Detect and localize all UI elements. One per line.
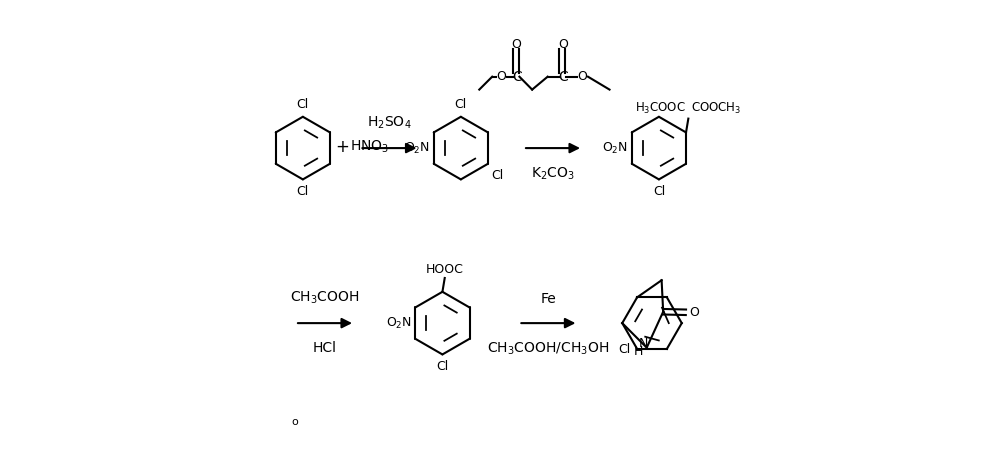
Text: HOOC: HOOC xyxy=(426,263,464,276)
Text: Cl: Cl xyxy=(455,98,467,111)
Text: Fe: Fe xyxy=(540,292,556,306)
Text: o: o xyxy=(292,417,298,427)
Text: O$_2$N: O$_2$N xyxy=(386,316,412,331)
Text: Cl: Cl xyxy=(436,360,449,373)
Text: Cl: Cl xyxy=(653,185,665,198)
Text: +: + xyxy=(335,138,349,156)
Text: O: O xyxy=(689,306,699,319)
Text: O: O xyxy=(578,70,587,83)
Text: Cl: Cl xyxy=(618,343,630,356)
Text: H$_2$SO$_4$: H$_2$SO$_4$ xyxy=(367,114,412,131)
Text: O$_2$N: O$_2$N xyxy=(404,140,430,156)
Text: O$_2$N: O$_2$N xyxy=(602,140,628,156)
Text: O: O xyxy=(512,38,522,51)
Text: HNO$_3$: HNO$_3$ xyxy=(350,139,389,155)
Text: O: O xyxy=(496,70,506,83)
Text: Cl: Cl xyxy=(297,185,309,198)
Text: C: C xyxy=(512,70,522,84)
Text: H$_3$COOC: H$_3$COOC xyxy=(635,101,686,116)
Text: COOCH$_3$: COOCH$_3$ xyxy=(691,101,741,116)
Text: N: N xyxy=(638,337,648,351)
Text: K$_2$CO$_3$: K$_2$CO$_3$ xyxy=(531,165,575,182)
Text: CH$_3$COOH: CH$_3$COOH xyxy=(290,289,360,306)
Text: CH$_3$COOH/CH$_3$OH: CH$_3$COOH/CH$_3$OH xyxy=(487,340,610,357)
Text: C: C xyxy=(558,70,568,84)
Text: HCl: HCl xyxy=(313,340,337,355)
Text: Cl: Cl xyxy=(297,98,309,111)
Text: Cl: Cl xyxy=(492,169,504,182)
Text: O: O xyxy=(558,38,568,51)
Text: H: H xyxy=(634,345,643,358)
